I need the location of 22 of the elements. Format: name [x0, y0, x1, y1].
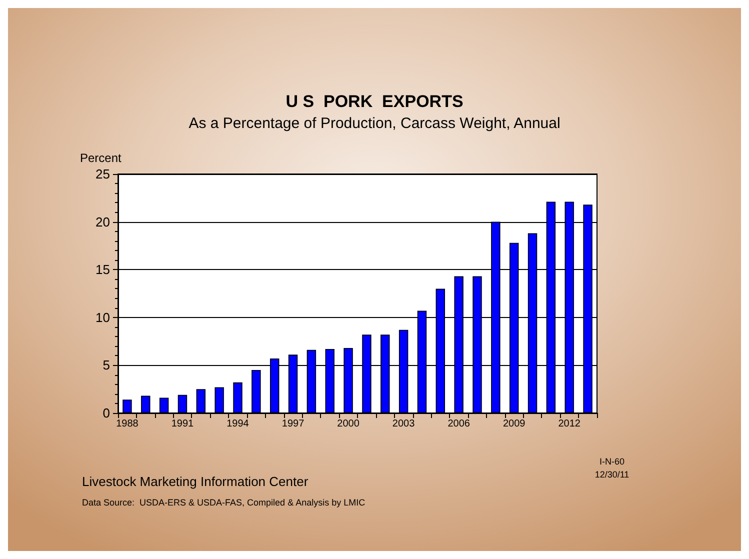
x-tick-label: 2009 — [502, 418, 526, 430]
y-tick-label: 20 — [96, 214, 110, 230]
y-tick-label: 0 — [102, 406, 110, 420]
y-tick-label: 5 — [102, 358, 110, 373]
x-tick-label: 2012 — [558, 418, 581, 430]
y-tick-label: 10 — [96, 310, 110, 325]
x-tick-label: 1997 — [282, 418, 305, 430]
x-tick-label: 2000 — [337, 418, 360, 430]
source-note: Data Source: USDA-ERS & USDA-FAS, Compiled & Analysis by LMIC — [82, 498, 366, 508]
y-tick-label: 15 — [96, 262, 110, 278]
chart-title: U S PORK EXPORTS — [286, 92, 464, 111]
x-tick-label: 1994 — [226, 418, 250, 430]
y-axis-title: Percent — [80, 151, 122, 165]
text: Livestock Marketing Information Center — [82, 474, 309, 489]
x-tick-label: 2003 — [392, 418, 416, 430]
x-tick-label: 1988 — [116, 418, 139, 430]
y-tick-label: 25 — [96, 166, 110, 182]
text: 12/30/11 — [594, 470, 630, 480]
x-tick-label: 2006 — [448, 418, 470, 430]
text: I-N-60 — [599, 456, 625, 466]
chart-subtitle: As a Percentage of Production, Carcass Weight, Annual — [188, 115, 560, 132]
x-tick-label: 1991 — [171, 418, 194, 430]
